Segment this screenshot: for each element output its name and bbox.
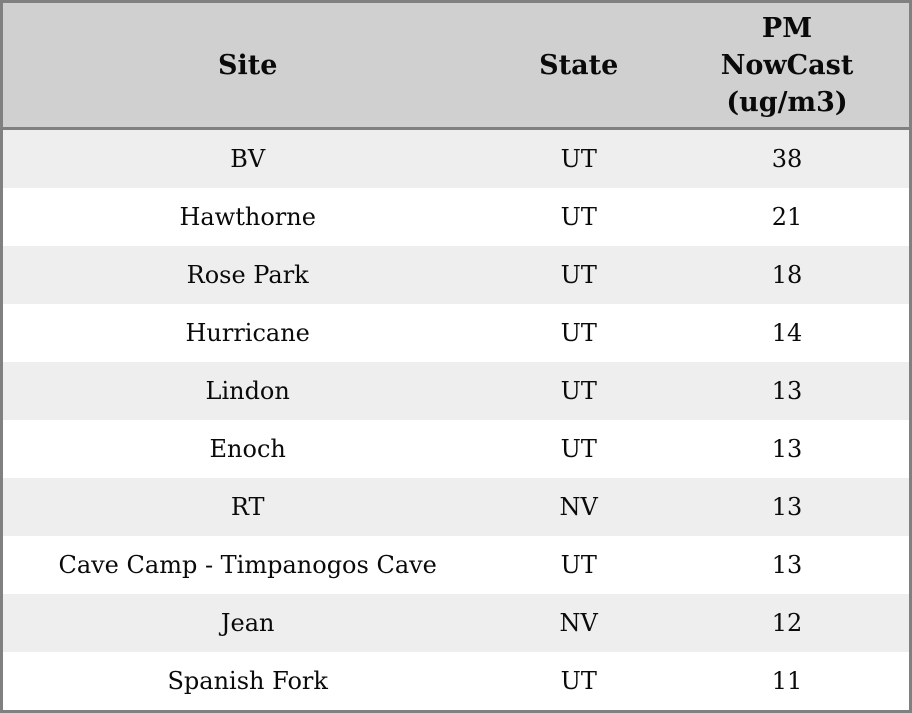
pm-cell: 11 (771, 667, 803, 695)
pm-cell: 13 (771, 551, 803, 579)
pm-cell: 18 (771, 261, 803, 289)
state-cell: NV (559, 609, 598, 637)
site-cell: Spanish Fork (167, 667, 328, 695)
table-row: Rose Park UT 18 (1, 246, 911, 304)
table-row: Lindon UT 13 (1, 362, 911, 420)
table-body: BV UT 38 Hawthorne UT 21 Rose Park UT 18… (1, 128, 911, 712)
state-cell: UT (560, 435, 597, 463)
column-header-site: Site (1, 1, 493, 130)
site-cell: Cave Camp - Timpanogos Cave (58, 551, 437, 579)
table-row: Hurricane UT 14 (1, 304, 911, 362)
table-row: Cave Camp - Timpanogos Cave UT 13 (1, 536, 911, 594)
pm-cell: 14 (771, 319, 803, 347)
state-cell: UT (560, 261, 597, 289)
table-row: RT NV 13 (1, 478, 911, 536)
site-cell: Hurricane (185, 319, 310, 347)
site-cell: Jean (220, 609, 275, 637)
column-header-state: State (492, 1, 666, 130)
column-header-pm-nowcast: PM NowCast (ug/m3) (665, 1, 911, 130)
pm-cell: 13 (771, 377, 803, 405)
site-cell: Hawthorne (179, 203, 316, 231)
state-cell: UT (560, 667, 597, 695)
pm-cell: 13 (771, 435, 803, 463)
site-cell: BV (230, 145, 266, 173)
state-cell: UT (560, 377, 597, 405)
state-cell: UT (560, 551, 597, 579)
pm-cell: 13 (771, 493, 803, 521)
site-cell: RT (230, 493, 265, 521)
table-row: Hawthorne UT 21 (1, 188, 911, 246)
site-cell: Enoch (209, 435, 286, 463)
pm-cell: 38 (771, 145, 803, 173)
table-row: BV UT 38 (1, 128, 911, 188)
table-row: Enoch UT 13 (1, 420, 911, 478)
state-cell: UT (560, 203, 597, 231)
table-header: Site State PM NowCast (ug/m3) (1, 1, 911, 130)
state-cell: NV (559, 493, 598, 521)
state-cell: UT (560, 145, 597, 173)
table-row: Spanish Fork UT 11 (1, 652, 911, 712)
column-header-pm-nowcast-label: PM NowCast (ug/m3) (720, 12, 854, 118)
pm-cell: 21 (771, 203, 803, 231)
state-cell: UT (560, 319, 597, 347)
pm-cell: 12 (771, 609, 803, 637)
site-cell: Lindon (205, 377, 290, 405)
header-row: Site State PM NowCast (ug/m3) (1, 1, 911, 130)
site-cell: Rose Park (186, 261, 309, 289)
table-row: Jean NV 12 (1, 594, 911, 652)
